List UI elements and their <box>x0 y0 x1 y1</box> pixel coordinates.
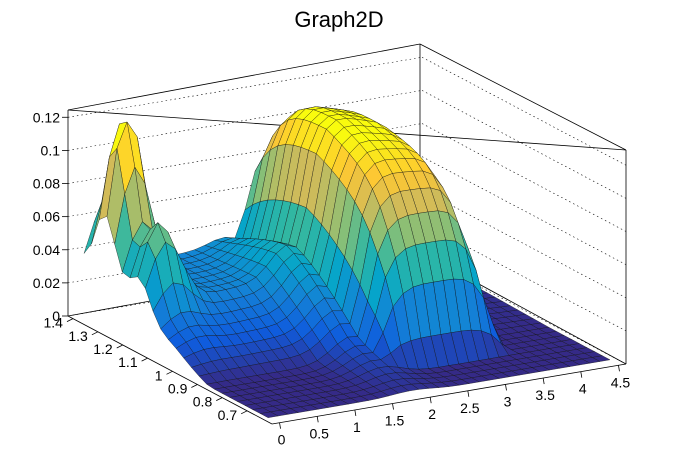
y-tick-mark <box>66 318 74 322</box>
y-tick-mark <box>240 410 248 415</box>
y-tick-mark <box>166 370 173 375</box>
y-tick-label: 1.3 <box>68 328 88 344</box>
z-grid-line-side <box>421 57 627 166</box>
floor-front-left-edge <box>67 315 273 425</box>
x-axis: 0 0.5 1 1.5 2 2.5 3 3.5 4 4.5 <box>278 365 631 448</box>
y-tick-mark <box>191 384 198 388</box>
z-tick-label: 0.08 <box>33 176 60 192</box>
x-tick-mark <box>429 397 432 404</box>
z-tick-label: 0.12 <box>33 109 60 125</box>
z-axis: 0 0.02 0.04 0.06 0.08 0.1 0.12 <box>33 109 68 324</box>
surface-cell <box>83 202 102 254</box>
x-tick-label: 4.5 <box>611 374 631 390</box>
y-tick-label: 0.9 <box>168 380 188 396</box>
y-tick-label: 1.2 <box>93 341 113 357</box>
z-grid-line-back <box>67 255 423 317</box>
x-tick-mark <box>467 390 470 397</box>
y-tick-label: 1.1 <box>118 354 138 370</box>
top-back-right-edge <box>419 43 627 151</box>
x-tick-mark <box>354 409 357 417</box>
chart-title: Graph2D <box>294 7 383 32</box>
x-tick-mark <box>542 377 545 385</box>
y-tick-label: 0.8 <box>193 394 213 410</box>
y-tick-label: 0.7 <box>218 407 238 423</box>
y-tick-label: 1.4 <box>44 315 64 331</box>
x-tick-label: 1 <box>353 419 361 435</box>
x-tick-label: 3 <box>504 393 512 409</box>
x-tick-mark <box>392 403 394 410</box>
y-tick-mark <box>216 397 223 402</box>
y-tick-mark <box>141 357 148 362</box>
z-grid-line-side <box>421 90 627 199</box>
z-tick-label: 0 <box>52 308 60 324</box>
x-tick-label: 0 <box>278 432 286 448</box>
x-tick-label: 4 <box>579 381 587 397</box>
x-tick-mark <box>505 384 507 391</box>
y-axis: 0.7 0.8 0.9 1 1.1 1.2 1.31.4 <box>44 315 248 423</box>
surface-cell <box>259 411 279 418</box>
x-tick-mark <box>618 365 620 372</box>
z-grid-line-back <box>67 56 423 118</box>
x-tick-label: 3.5 <box>535 387 555 403</box>
surface-mesh <box>83 106 611 418</box>
x-tick-label: 1.5 <box>385 413 405 429</box>
floor-front-right-edge <box>271 363 627 425</box>
z-tick-label: 0.02 <box>33 275 60 291</box>
x-tick-label: 2 <box>428 406 436 422</box>
y-tick-mark <box>116 344 123 349</box>
x-tick-mark <box>279 422 281 429</box>
y-tick-mark <box>91 331 99 336</box>
z-tick-label: 0.06 <box>33 209 60 225</box>
z-tick-label: 0.04 <box>33 242 60 258</box>
x-tick-mark <box>316 416 319 423</box>
x-tick-label: 2.5 <box>460 400 480 416</box>
y-tick-label: 1 <box>155 367 163 383</box>
x-tick-mark <box>580 371 583 378</box>
top-back-left-edge <box>67 43 421 111</box>
z-tick-label: 0.1 <box>41 142 61 158</box>
x-tick-label: 0.5 <box>309 425 329 441</box>
